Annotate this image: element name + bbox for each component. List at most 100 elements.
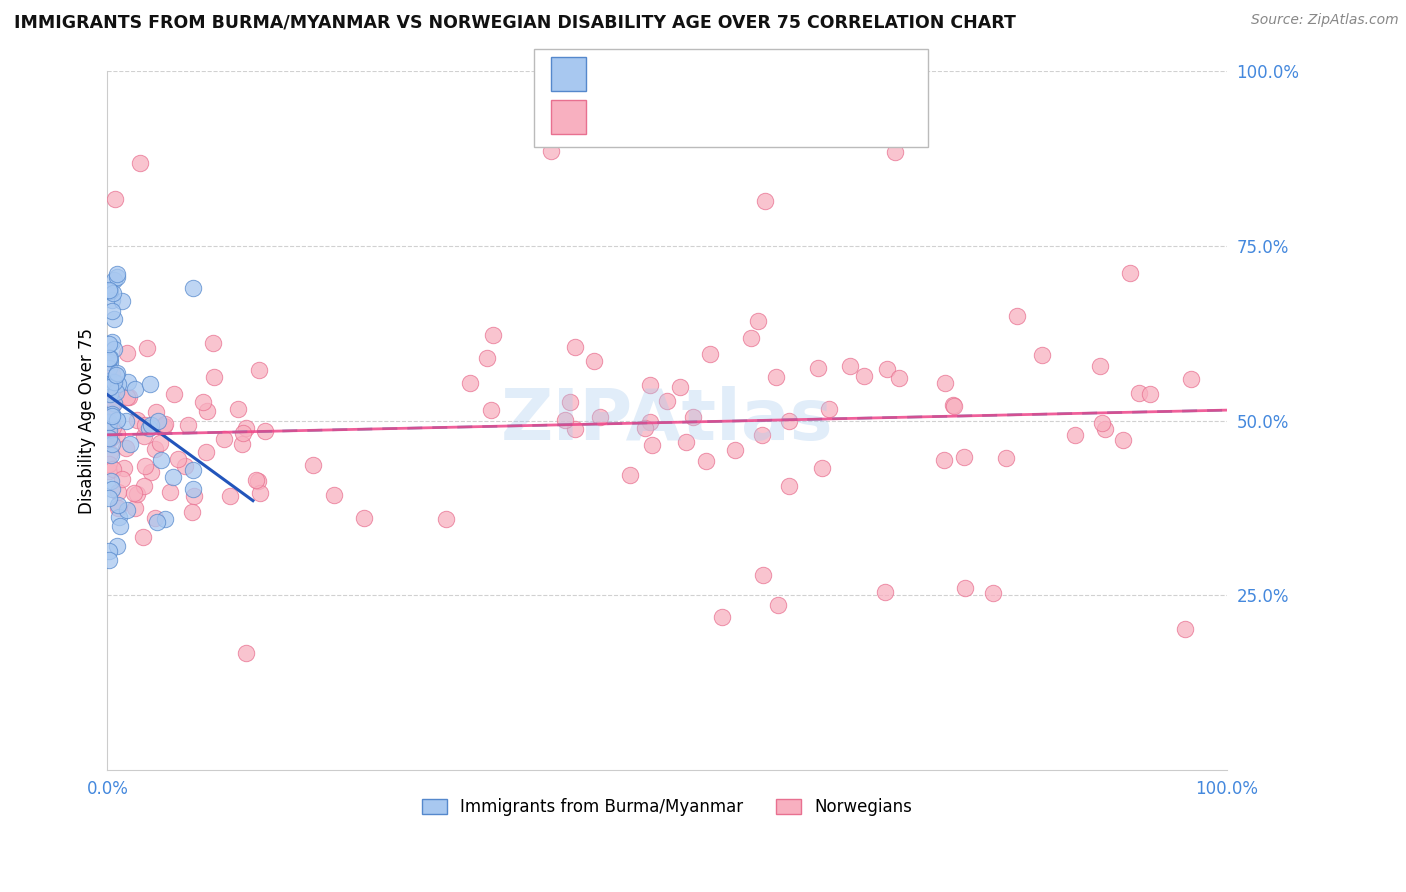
Point: [117, 375, 139, 389]
Point: [194, 444, 217, 458]
Point: [876, 361, 898, 376]
Point: [554, 413, 576, 427]
Point: [479, 403, 502, 417]
Point: [97, 361, 120, 376]
Point: [181, 281, 204, 295]
Point: [1090, 359, 1112, 373]
Point: [682, 410, 704, 425]
Point: [159, 485, 181, 500]
Point: [141, 466, 163, 480]
Point: [97, 351, 120, 366]
Point: [129, 156, 152, 170]
Point: [1112, 433, 1135, 447]
Point: [105, 427, 128, 442]
Point: [103, 419, 125, 434]
Point: [145, 515, 167, 529]
Point: [98, 355, 121, 369]
Point: [98, 380, 121, 394]
Point: [138, 421, 160, 435]
Point: [97, 543, 120, 558]
Point: [104, 384, 127, 399]
Point: [1091, 416, 1114, 430]
Text: N =: N =: [717, 110, 751, 124]
Point: [111, 472, 134, 486]
Point: [108, 518, 131, 533]
Point: [723, 442, 745, 457]
Point: [218, 489, 240, 503]
Point: [115, 414, 138, 428]
Point: [103, 272, 125, 286]
Legend: Immigrants from Burma/Myanmar, Norwegians: Immigrants from Burma/Myanmar, Norwegian…: [413, 790, 921, 824]
Point: [153, 512, 176, 526]
Point: [177, 417, 200, 432]
Point: [104, 384, 127, 399]
Point: [778, 479, 800, 493]
Point: [811, 461, 834, 475]
Point: [143, 511, 166, 525]
Point: [167, 452, 190, 467]
Point: [675, 435, 697, 450]
Point: [641, 438, 664, 452]
Point: [98, 337, 121, 351]
Point: [765, 370, 787, 384]
Point: [695, 454, 717, 468]
Point: [633, 420, 655, 434]
Point: [98, 446, 121, 460]
Point: [699, 347, 721, 361]
Text: 0.143: 0.143: [644, 110, 692, 124]
Point: [195, 403, 218, 417]
Point: [115, 390, 138, 404]
Text: IMMIGRANTS FROM BURMA/MYANMAR VS NORWEGIAN DISABILITY AGE OVER 75 CORRELATION CH: IMMIGRANTS FROM BURMA/MYANMAR VS NORWEGI…: [14, 13, 1017, 31]
Point: [105, 413, 128, 427]
Point: [669, 380, 692, 394]
Point: [246, 474, 269, 488]
Point: [112, 461, 135, 475]
Point: [540, 144, 562, 158]
Point: [115, 345, 138, 359]
Point: [162, 469, 184, 483]
Point: [107, 510, 129, 524]
Point: [323, 488, 346, 502]
Point: [127, 413, 149, 427]
Point: [253, 424, 276, 438]
Point: [97, 283, 120, 297]
Point: [711, 610, 734, 624]
Point: [173, 458, 195, 473]
Point: [232, 426, 254, 441]
Point: [582, 354, 605, 368]
Point: [564, 422, 586, 436]
Point: [149, 453, 172, 467]
Point: [558, 395, 581, 409]
Point: [97, 419, 120, 434]
Text: R =: R =: [596, 67, 630, 81]
Point: [97, 553, 120, 567]
Point: [148, 414, 170, 428]
Point: [118, 391, 141, 405]
Point: [163, 387, 186, 401]
Point: [105, 269, 128, 284]
Point: [98, 457, 121, 471]
Point: [100, 396, 122, 410]
Point: [183, 489, 205, 503]
Point: [117, 503, 139, 517]
Point: [1128, 386, 1150, 401]
FancyBboxPatch shape: [551, 57, 586, 91]
Point: [564, 340, 586, 354]
Point: [132, 428, 155, 442]
Point: [994, 450, 1017, 465]
Point: [228, 401, 250, 416]
Point: [482, 327, 505, 342]
Point: [1064, 428, 1087, 442]
Point: [475, 351, 498, 366]
Point: [98, 351, 121, 366]
Point: [132, 479, 155, 493]
Point: [134, 417, 156, 432]
Point: [853, 368, 876, 383]
Point: [934, 376, 956, 390]
Point: [235, 421, 257, 435]
Text: 133: 133: [766, 110, 799, 124]
Point: [883, 145, 905, 159]
Point: [100, 431, 122, 445]
Point: [139, 377, 162, 392]
Point: [124, 486, 146, 500]
